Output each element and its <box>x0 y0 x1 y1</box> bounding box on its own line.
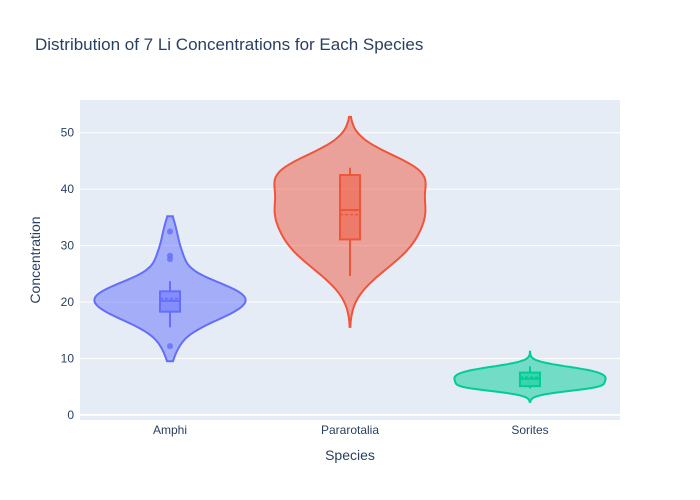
x-tick-label: Sorites <box>511 423 548 437</box>
y-tick-label: 40 <box>61 182 75 196</box>
outlier-point <box>167 252 173 259</box>
outlier-point <box>167 343 173 350</box>
y-tick-label: 50 <box>61 126 75 140</box>
y-tick-label: 0 <box>67 408 74 422</box>
violin-pararotalia <box>273 115 427 328</box>
y-tick-label: 30 <box>61 239 75 253</box>
y-tick-label: 20 <box>61 295 75 309</box>
violin-sorites <box>453 350 607 403</box>
y-axis-title: Concentration <box>27 216 43 303</box>
x-axis-title: Species <box>325 447 375 463</box>
x-tick-label: Amphi <box>153 423 187 437</box>
violin-amphi <box>93 215 247 363</box>
iqr-box <box>339 174 361 241</box>
violins <box>93 115 607 403</box>
x-axis-ticks: Amphi Pararotalia Sorites <box>153 423 549 437</box>
outlier-point <box>167 228 173 235</box>
chart-title: Distribution of 7 Li Concentrations for … <box>35 35 423 54</box>
y-tick-label: 10 <box>61 351 75 365</box>
x-tick-label: Pararotalia <box>321 423 379 437</box>
y-axis-ticks: 0 10 20 30 40 50 <box>61 126 75 422</box>
